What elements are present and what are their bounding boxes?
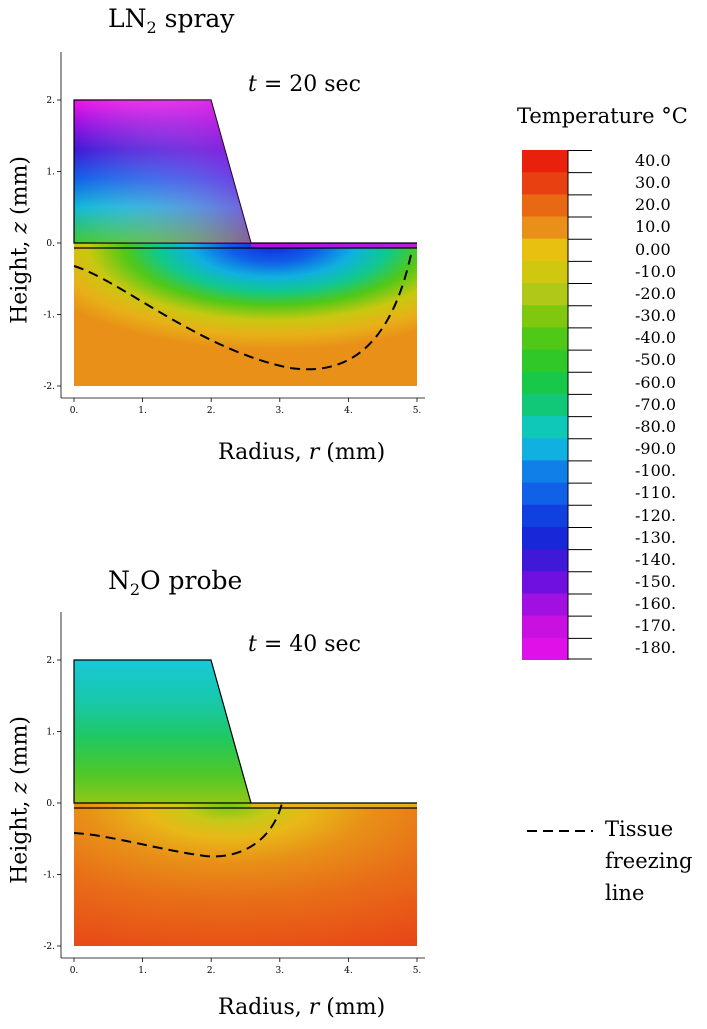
colorbar-swatch — [522, 216, 568, 240]
colorbar-label: -180. — [635, 638, 677, 658]
panel2-field — [73, 659, 417, 946]
x-tick-label: 1. — [138, 406, 147, 416]
colorbar-label: -100. — [635, 461, 677, 481]
colorbar-label: -70.0 — [635, 394, 677, 414]
x-tick-label: 4. — [344, 406, 353, 416]
panel1-field — [73, 99, 417, 386]
probe-region — [73, 659, 252, 804]
colorbar-label: -90.0 — [635, 439, 677, 459]
colorbar-swatch — [522, 393, 568, 417]
y-tick-label: 0. — [46, 799, 55, 809]
tissue-region — [74, 803, 417, 946]
panel2-time-label: t = 40 sec — [248, 632, 361, 657]
colorbar-swatch — [522, 371, 568, 395]
colorbar-label: 30.0 — [635, 173, 671, 193]
colorbar-swatch — [522, 283, 568, 306]
colorbar-swatch — [522, 305, 568, 328]
probe-region — [73, 99, 252, 244]
panel2-title: N2O probe — [108, 566, 243, 599]
colorbar-swatch — [522, 172, 568, 195]
x-tick-label: 0. — [70, 406, 79, 416]
y-tick-label: 1. — [46, 728, 55, 738]
x-tick-label: 2. — [207, 966, 216, 976]
panel1-time-label: t = 20 sec — [248, 72, 361, 97]
colorbar-swatch — [522, 416, 568, 439]
colorbar-swatch — [522, 150, 568, 173]
panel2-xlabel: Radius, r (mm) — [218, 995, 386, 1020]
colorbar-label: -50.0 — [635, 350, 677, 370]
colorbar-swatch — [522, 349, 568, 373]
colorbar-label: -40.0 — [635, 328, 677, 348]
tissue-freezing-line — [73, 802, 283, 858]
x-tick-label: 5. — [413, 406, 422, 416]
colorbar-label: -10.0 — [635, 261, 677, 281]
x-tick-label: 3. — [276, 406, 285, 416]
colorbar-swatch — [522, 526, 568, 550]
y-tick-label: -2. — [43, 942, 55, 952]
tissue-region — [74, 243, 417, 386]
y-tick-label: 2. — [46, 96, 55, 106]
y-tick-label: 1. — [46, 168, 55, 178]
panel1-title: LN2 spray — [108, 4, 235, 37]
panel2-axes: 0. 1. 2. 3. 4. 5. 2. 1. 0. -1. -2. — [43, 612, 425, 976]
colorbar-label: -130. — [635, 527, 677, 547]
panel2-ylabel: Height, z (mm) — [7, 716, 33, 884]
colorbar-swatch — [522, 194, 568, 218]
colorbar-label: 40.0 — [635, 151, 671, 170]
colorbar-swatch — [522, 615, 568, 639]
colorbar-label: -150. — [635, 571, 677, 591]
x-tick-label: 4. — [344, 966, 353, 976]
colorbar-label: -30.0 — [635, 306, 677, 326]
y-tick-label: 0. — [46, 239, 55, 249]
colorbar-title: Temperature °C — [517, 104, 688, 128]
y-tick-label: 2. — [46, 656, 55, 666]
surface-strip — [251, 803, 417, 808]
colorbar-swatch — [522, 593, 568, 617]
colorbar-swatch — [522, 571, 568, 595]
colorbar-label: 10.0 — [635, 217, 671, 237]
colorbar-label: -170. — [635, 616, 677, 636]
colorbar-labels: 40.0 30.0 20.0 10.0 0.00 -10.0 -20.0 -30.0 -40.0… — [635, 150, 676, 660]
legend-label: Tissue freezing line — [605, 817, 693, 905]
y-tick-label: -1. — [43, 311, 55, 321]
colorbar-swatch — [522, 637, 568, 660]
probe-shading — [74, 100, 251, 243]
colorbar-swatch — [522, 460, 568, 484]
panel1-xlabel: Radius, r (mm) — [218, 440, 386, 465]
x-tick-label: 1. — [138, 966, 147, 976]
x-tick-label: 5. — [413, 966, 422, 976]
colorbar-label: -140. — [635, 549, 677, 569]
colorbar-label: 20.0 — [635, 195, 671, 215]
x-tick-label: 2. — [207, 406, 216, 416]
colorbar-swatch — [522, 327, 568, 351]
panel1-ylabel: Height, z (mm) — [7, 156, 33, 324]
legend-dashed-line-swatch — [527, 830, 593, 832]
colorbar-label: -60.0 — [635, 372, 677, 392]
y-tick-label: -2. — [43, 382, 55, 392]
colorbar-label: -110. — [635, 483, 677, 503]
panel1-axes: 0. 1. 2. 3. 4. 5. 2. 1. 0. -1. -2. — [43, 52, 425, 416]
colorbar-swatch — [522, 549, 568, 572]
colorbar-swatch — [522, 438, 568, 462]
colorbar-swatch — [522, 238, 568, 262]
colorbar-swatch — [522, 504, 568, 528]
colorbar-label: -80.0 — [635, 416, 677, 436]
colorbar-label: -20.0 — [635, 283, 677, 303]
colorbar-label: 0.00 — [635, 239, 671, 259]
tissue-freezing-line — [73, 249, 413, 371]
colorbar-label: -160. — [635, 594, 677, 614]
surface-strip — [251, 243, 417, 248]
colorbar-swatch — [522, 482, 568, 506]
colorbar-label: -120. — [635, 505, 677, 525]
x-tick-label: 0. — [70, 966, 79, 976]
colorbar-swatch — [522, 260, 568, 284]
y-tick-label: -1. — [43, 871, 55, 881]
colorbar — [522, 150, 592, 660]
x-tick-label: 3. — [276, 966, 285, 976]
